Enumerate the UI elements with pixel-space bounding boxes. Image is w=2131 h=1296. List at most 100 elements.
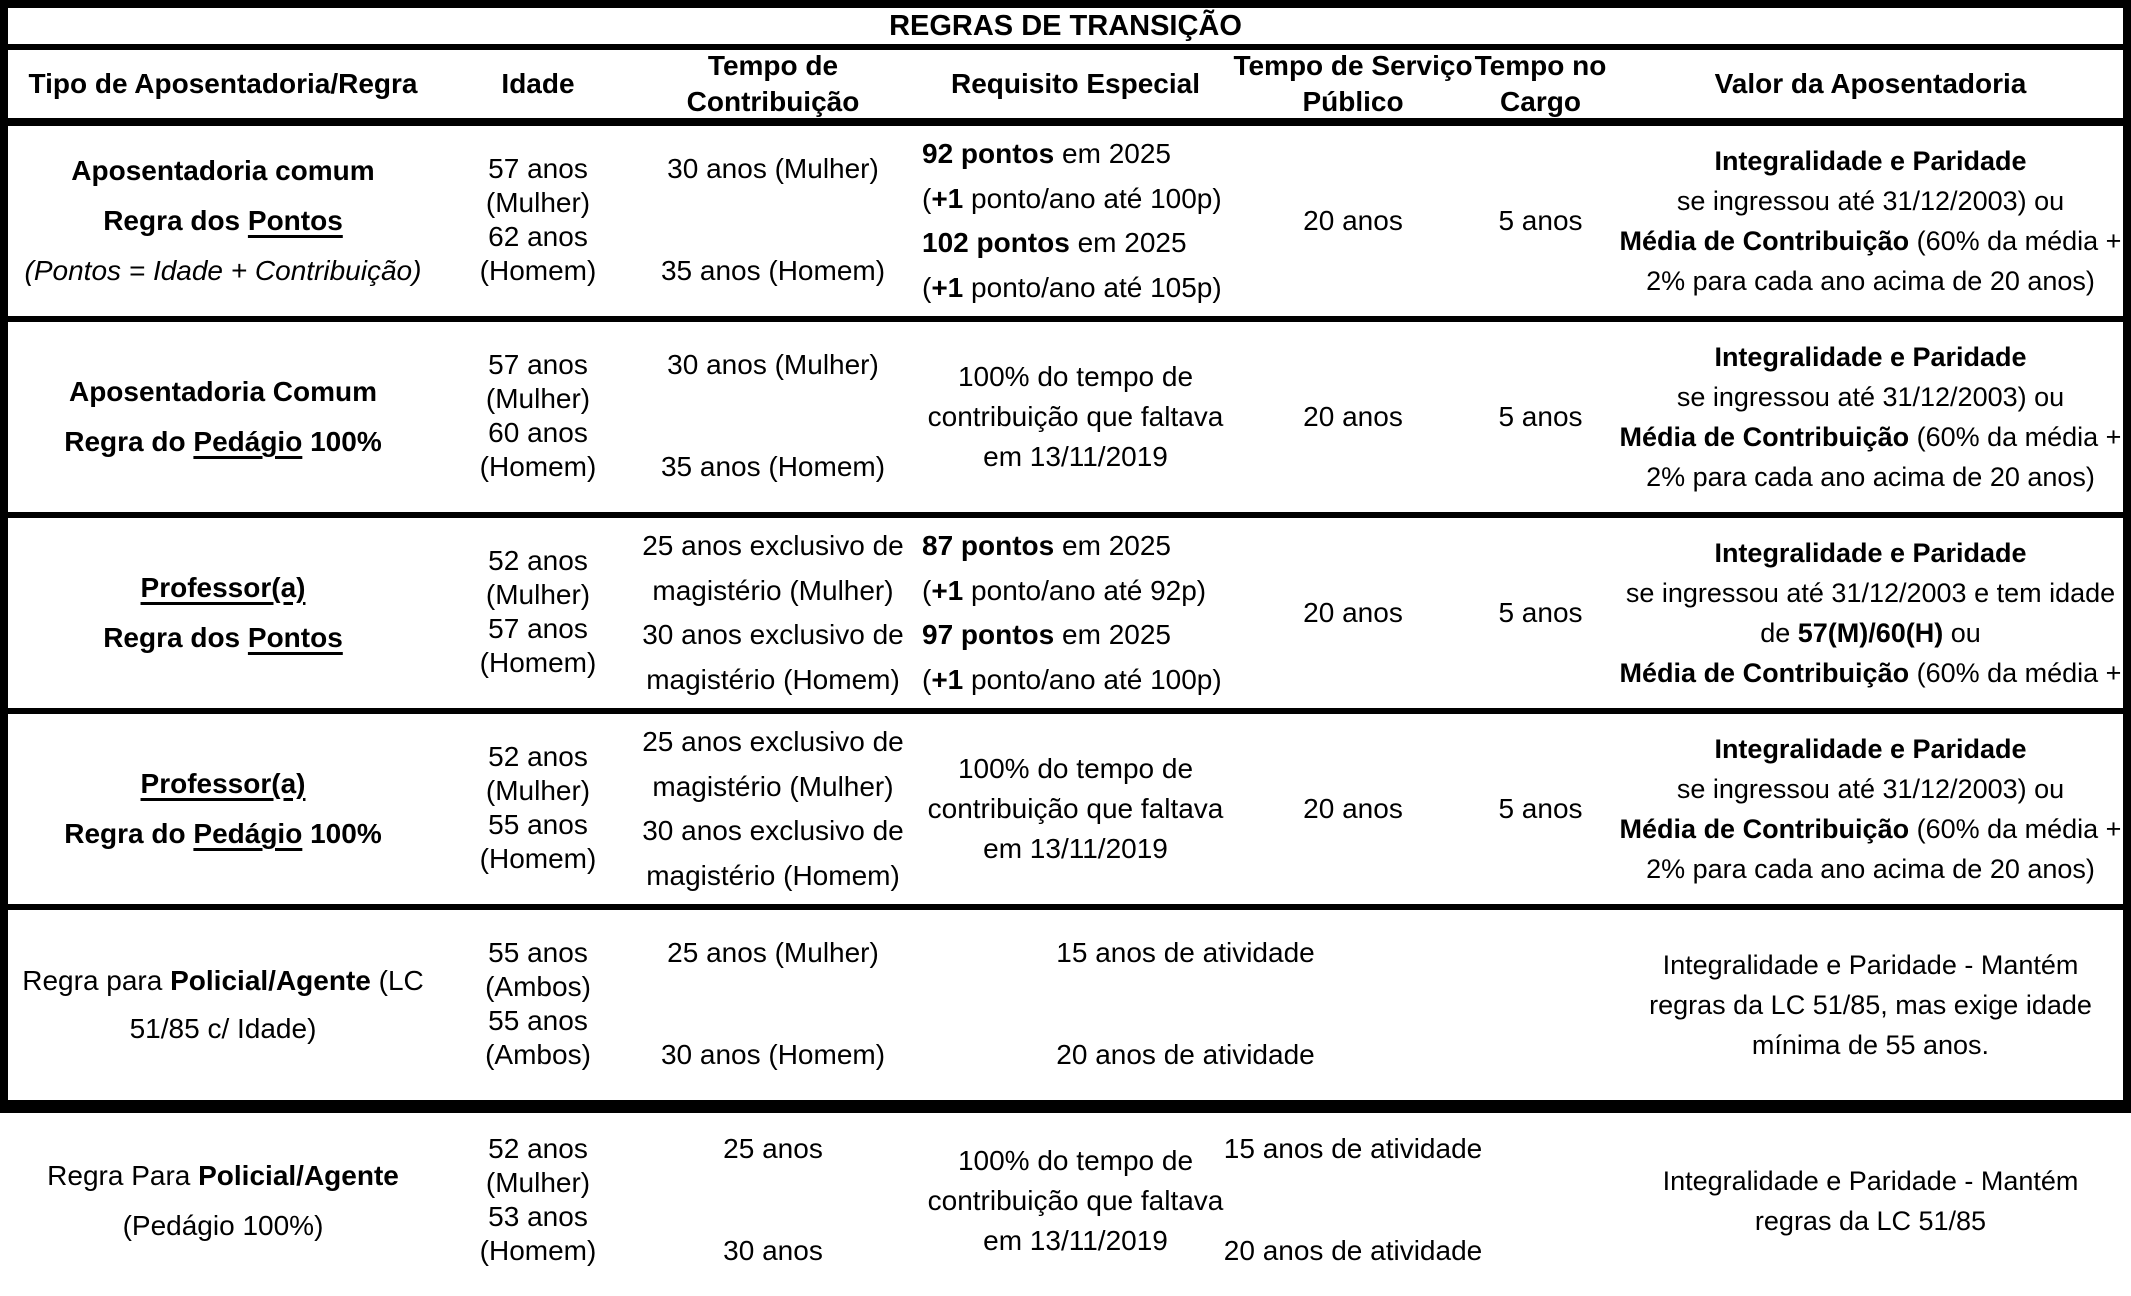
text-segment: Média de Contribuição <box>1619 226 1910 256</box>
header-label: Requisito Especial <box>951 68 1200 99</box>
text-segment: em 2025 <box>1054 138 1171 170</box>
contribution-man: magistério (Homem) <box>646 859 900 891</box>
text-segment: (60% da média + <box>1909 658 2122 688</box>
row2-contribution-cell: 30 anos (Mulher) 35 anos (Homem) <box>638 322 908 518</box>
contribution-woman: 25 anos exclusivo de <box>642 726 904 758</box>
text-segment: em 2025 <box>1069 227 1187 259</box>
rule-name-line: Professor(a) <box>140 768 306 799</box>
row2-special-requirement-cell: 100% do tempo de contribuição que faltav… <box>908 322 1243 518</box>
row2-rule-type-cell: Aposentadoria Comum Regra do Pedágio 100… <box>8 322 438 518</box>
points-line: 92 pontos em 2025 <box>922 134 1171 174</box>
text-segment: +1 <box>931 574 964 606</box>
row2-time-in-position-cell: 5 anos <box>1463 322 1618 518</box>
row6-activity-cell: 15 anos de atividade 20 anos de atividad… <box>1224 1106 1482 1296</box>
points-line: 97 pontos em 2025 <box>922 615 1171 655</box>
text-segment: Policial/Agente <box>198 1160 399 1191</box>
benefit-text: Integralidade e Paridade - Mantém regras… <box>1649 950 2092 1060</box>
points-value: 97 pontos <box>922 619 1055 651</box>
contribution-woman: 30 anos (Mulher) <box>667 153 879 184</box>
public-service-value: 20 anos <box>1303 205 1403 236</box>
contribution-woman: magistério (Mulher) <box>652 574 894 606</box>
text-segment: (LC 51/85 c/ Idade) <box>129 965 424 1044</box>
activity-requirement: 20 anos de atividade <box>1056 1039 1315 1070</box>
points-value: 102 pontos <box>922 227 1070 259</box>
contribution-woman: 30 anos (Mulher) <box>667 349 879 380</box>
header-label: Tempo no <box>1474 50 1607 81</box>
benefit-line: Média de Contribuição (60% da média + <box>1620 417 2122 457</box>
row4-contribution-cell: 25 anos exclusivo de magistério (Mulher)… <box>638 714 908 910</box>
row1-rule-type-cell: Aposentadoria comum Regra dos Pontos (Po… <box>8 126 438 322</box>
text-segment: ponto/ano até 100p) <box>963 182 1222 214</box>
row4-age-cell: 52 anos (Mulher) 55 anos (Homem) <box>438 714 638 910</box>
requirement-line: contribuição que faltava <box>927 401 1224 432</box>
row5-activity-cell: 15 anos de atividade 20 anos de atividad… <box>908 910 1463 1106</box>
text-segment: ou <box>1943 618 1981 648</box>
points-line: 102 pontos em 2025 <box>922 223 1187 263</box>
benefit-line: 2% para cada ano acima de 20 anos) <box>1646 266 2095 296</box>
benefit-line: Integralidade e Paridade <box>1714 538 2027 568</box>
requirement-line: em 13/11/2019 <box>983 833 1168 864</box>
row5-contribution-cell: 25 anos (Mulher) 30 anos (Homem) <box>638 910 908 1106</box>
benefit-line: 2% para cada ano acima de 20 anos) <box>1646 854 2095 884</box>
age-man: 55 anos (Homem) <box>479 809 597 874</box>
rule-name-line: Aposentadoria comum <box>71 155 375 186</box>
text-segment: de <box>1760 618 1798 648</box>
transition-rules-table: REGRAS DE TRANSIÇÃO Tipo de Aposentadori… <box>0 0 2131 1266</box>
row4-benefit-value-cell: Integralidade e Paridade se ingressou at… <box>1618 714 2123 910</box>
benefit-line: Integralidade e Paridade <box>1714 146 2027 176</box>
row5-time-in-position-cell <box>1463 910 1618 1106</box>
row6-contribution-cell: 25 anos 30 anos <box>638 1106 908 1296</box>
header-label: Tempo de Serviço <box>1233 50 1473 81</box>
rule-name-line: Regra do Pedágio 100% <box>64 809 381 859</box>
text-segment: Média de Contribuição <box>1619 814 1910 844</box>
row6-rule-type-cell: Regra Para Policial/Agente (Pedágio 100%… <box>8 1106 438 1296</box>
points-increment-line: (+1 ponto/ano até 105p) <box>922 268 1222 308</box>
public-service-value: 20 anos <box>1303 793 1403 824</box>
contribution-man: 30 anos exclusivo de <box>642 815 904 847</box>
text-segment: 100% <box>302 818 382 849</box>
contribution-man: 30 anos (Homem) <box>660 1039 886 1070</box>
age-woman: 52 anos (Mulher) <box>485 741 591 806</box>
activity-requirement: 15 anos de atividade <box>1223 1133 1483 1164</box>
contribution-woman: 25 anos (Mulher) <box>667 937 879 968</box>
text-segment: em 2025 <box>1054 619 1171 651</box>
text-segment: Regra dos <box>103 205 248 236</box>
time-in-position-value: 5 anos <box>1498 401 1583 432</box>
age-man: 57 anos (Homem) <box>479 613 597 678</box>
requirement-line: contribuição que faltava <box>927 1185 1224 1216</box>
age-man: 60 anos (Homem) <box>479 417 597 482</box>
col-header-tempo-contribuicao: Tempo de Contribuição <box>638 50 908 126</box>
age-both: 55 anos (Ambos) <box>485 937 591 1002</box>
text-segment: Regra Para <box>47 1160 199 1191</box>
requirement-line: 100% do tempo de <box>957 753 1194 784</box>
text-segment: ponto/ano até 92p) <box>963 574 1207 606</box>
row2-public-service-cell: 20 anos <box>1243 322 1463 518</box>
header-label: Público <box>1302 86 1404 117</box>
row4-public-service-cell: 20 anos <box>1243 714 1463 910</box>
header-label: Cargo <box>1500 86 1581 117</box>
contribution-man: 30 anos exclusivo de <box>642 619 904 651</box>
benefit-line: Integralidade e Paridade <box>1714 734 2027 764</box>
contribution-man: 35 anos (Homem) <box>660 255 886 286</box>
text-segment: Média de Contribuição <box>1619 658 1910 688</box>
row5-rule-type-cell: Regra para Policial/Agente (LC 51/85 c/ … <box>8 910 438 1106</box>
activity-requirement: 20 anos de atividade <box>1223 1235 1483 1266</box>
rule-name-line: Regra do Pedágio 100% <box>64 417 381 467</box>
text-segment: Regra do <box>64 818 194 849</box>
points-value: 92 pontos <box>922 138 1055 170</box>
col-header-idade: Idade <box>438 50 638 126</box>
contribution-woman: 25 anos <box>723 1133 823 1164</box>
benefit-line: se ingressou até 31/12/2003) ou <box>1676 186 2065 216</box>
rule-name-line: (Pedágio 100%) <box>122 1210 324 1241</box>
col-header-valor: Valor da Aposentadoria <box>1618 50 2123 126</box>
text-segment: Regra para <box>22 965 171 996</box>
row4-time-in-position-cell: 5 anos <box>1463 714 1618 910</box>
row3-public-service-cell: 20 anos <box>1243 518 1463 714</box>
age-woman: 57 anos (Mulher) <box>485 153 591 218</box>
benefit-line: se ingressou até 31/12/2003) ou <box>1676 382 2065 412</box>
row6-special-requirement-cell: 100% do tempo de contribuição que faltav… <box>908 1106 1243 1296</box>
time-in-position-value: 5 anos <box>1498 793 1583 824</box>
contribution-man: 35 anos (Homem) <box>660 451 886 482</box>
underlined-word: Pedágio <box>193 818 303 849</box>
underlined-word: Pedágio <box>193 426 303 457</box>
